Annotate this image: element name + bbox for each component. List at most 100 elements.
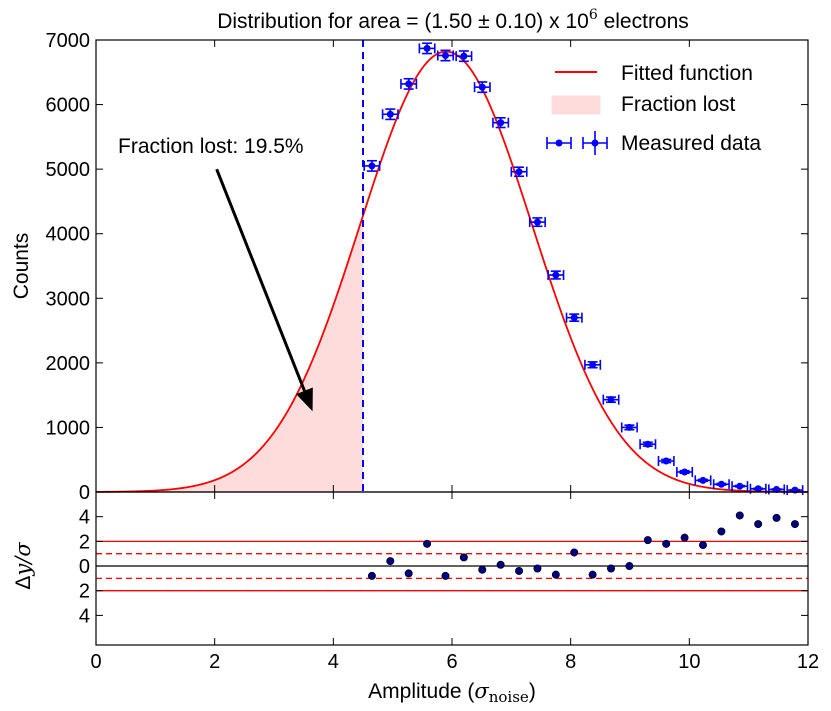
data-point <box>400 77 418 90</box>
residual-point <box>386 557 395 566</box>
xlabel-subscript: noise <box>489 688 529 706</box>
fitted-curve <box>95 50 809 493</box>
legend-fill-label: Fraction lost <box>621 93 736 116</box>
residual-point <box>625 562 634 571</box>
x-tick-label: 6 <box>446 651 457 673</box>
data-point <box>657 456 675 467</box>
data-point <box>363 159 381 172</box>
data-marker <box>515 168 523 176</box>
residual-y-tick-label: 0 <box>79 556 90 578</box>
fraction-lost-area <box>96 215 363 492</box>
title-prefix: Distribution for area = (1.50 ± 0.10) x … <box>217 10 589 33</box>
x-tick-label: 10 <box>678 651 700 673</box>
y-tick-label: 1000 <box>46 417 91 439</box>
data-marker <box>552 271 560 279</box>
arrow-shaft <box>215 168 306 392</box>
residual-point <box>367 571 376 580</box>
xlabel-symbol: σ <box>474 679 489 703</box>
chart-title: Distribution for area = (1.50 ± 0.10) x … <box>217 7 689 33</box>
residual-reference-lines <box>96 540 808 592</box>
data-point <box>786 485 804 496</box>
data-point <box>381 108 399 121</box>
residual-y-tick-label: 4 <box>79 507 90 529</box>
residual-point <box>735 511 744 520</box>
residual-points-layer <box>367 511 799 580</box>
residual-point <box>496 560 505 569</box>
data-marker <box>607 396 615 404</box>
data-point <box>639 439 657 450</box>
data-marker <box>589 361 597 369</box>
main-ticks-layer: 0 1000 2000 3000 4000 5000 6000 7000 <box>46 30 809 504</box>
data-point <box>473 81 491 94</box>
legend-data-label: Measured data <box>621 132 761 155</box>
residual-point <box>607 564 616 573</box>
data-point <box>620 422 638 433</box>
residual-point <box>698 541 707 550</box>
residual-point <box>441 571 450 580</box>
data-marker <box>662 457 670 465</box>
residual-point <box>515 566 524 575</box>
residual-point <box>588 570 597 579</box>
legend-fit-label: Fitted function <box>621 62 753 85</box>
data-point <box>694 475 712 486</box>
data-marker <box>570 314 578 322</box>
data-point <box>510 166 528 178</box>
data-point <box>602 394 620 405</box>
residual-y-tick-label: 2 <box>79 581 90 603</box>
data-marker <box>368 162 376 170</box>
data-marker <box>478 83 486 91</box>
residual-y-tick-label: 2 <box>79 531 90 553</box>
annotation-arrow <box>215 168 313 412</box>
data-point <box>768 484 786 495</box>
y-tick-label: 5000 <box>46 159 91 181</box>
title-exponent: 6 <box>589 7 598 23</box>
data-point <box>418 42 436 55</box>
data-marker <box>460 52 468 60</box>
xlabel-prefix: Amplitude ( <box>368 680 474 703</box>
x-tick-label: 2 <box>209 651 220 673</box>
residual-point <box>478 565 487 574</box>
x-tick-label: 0 <box>90 651 101 673</box>
residual-point <box>570 548 579 557</box>
data-marker <box>681 468 689 476</box>
fraction-lost-fill-layer <box>96 215 363 492</box>
data-point <box>528 217 546 228</box>
x-tick-labels: 0 2 4 6 8 10 12 <box>90 651 819 673</box>
residual-point <box>533 564 542 573</box>
data-point <box>565 312 583 323</box>
residual-plot-frame <box>95 491 809 646</box>
data-marker <box>717 480 725 488</box>
residual-point <box>551 570 560 579</box>
residual-point <box>643 536 652 545</box>
data-point <box>455 50 473 63</box>
data-point <box>547 270 565 281</box>
data-point <box>436 49 454 62</box>
data-marker <box>441 51 449 59</box>
y-tick-label: 6000 <box>46 95 91 117</box>
x-tick-label: 4 <box>328 651 339 673</box>
legend-fill-swatch <box>551 95 601 115</box>
fraction-lost-annotation: Fraction lost: 19.5% <box>118 135 304 158</box>
data-marker <box>736 482 744 490</box>
residual-point <box>404 569 413 578</box>
y-tick-label: 2000 <box>46 353 91 375</box>
measured-data-layer <box>363 42 804 496</box>
x-axis-title: Amplitude (σnoise) <box>368 679 536 706</box>
xlabel-suffix: ) <box>529 680 536 703</box>
data-point <box>676 466 694 477</box>
data-marker <box>405 80 413 88</box>
residual-ylabel-delta: Δ <box>12 576 35 590</box>
residual-ylabel-rest: y/σ <box>11 542 35 577</box>
residual-y-tick-label: 4 <box>79 605 90 627</box>
residual-point <box>459 553 468 562</box>
residual-point <box>680 533 689 542</box>
residual-ylabel: Δy/σ <box>11 542 35 590</box>
residual-point <box>754 520 763 529</box>
residual-point <box>772 513 781 522</box>
data-marker <box>699 476 707 484</box>
data-point <box>731 481 749 492</box>
y-tick-label: 0 <box>79 482 90 504</box>
data-marker <box>625 423 633 431</box>
